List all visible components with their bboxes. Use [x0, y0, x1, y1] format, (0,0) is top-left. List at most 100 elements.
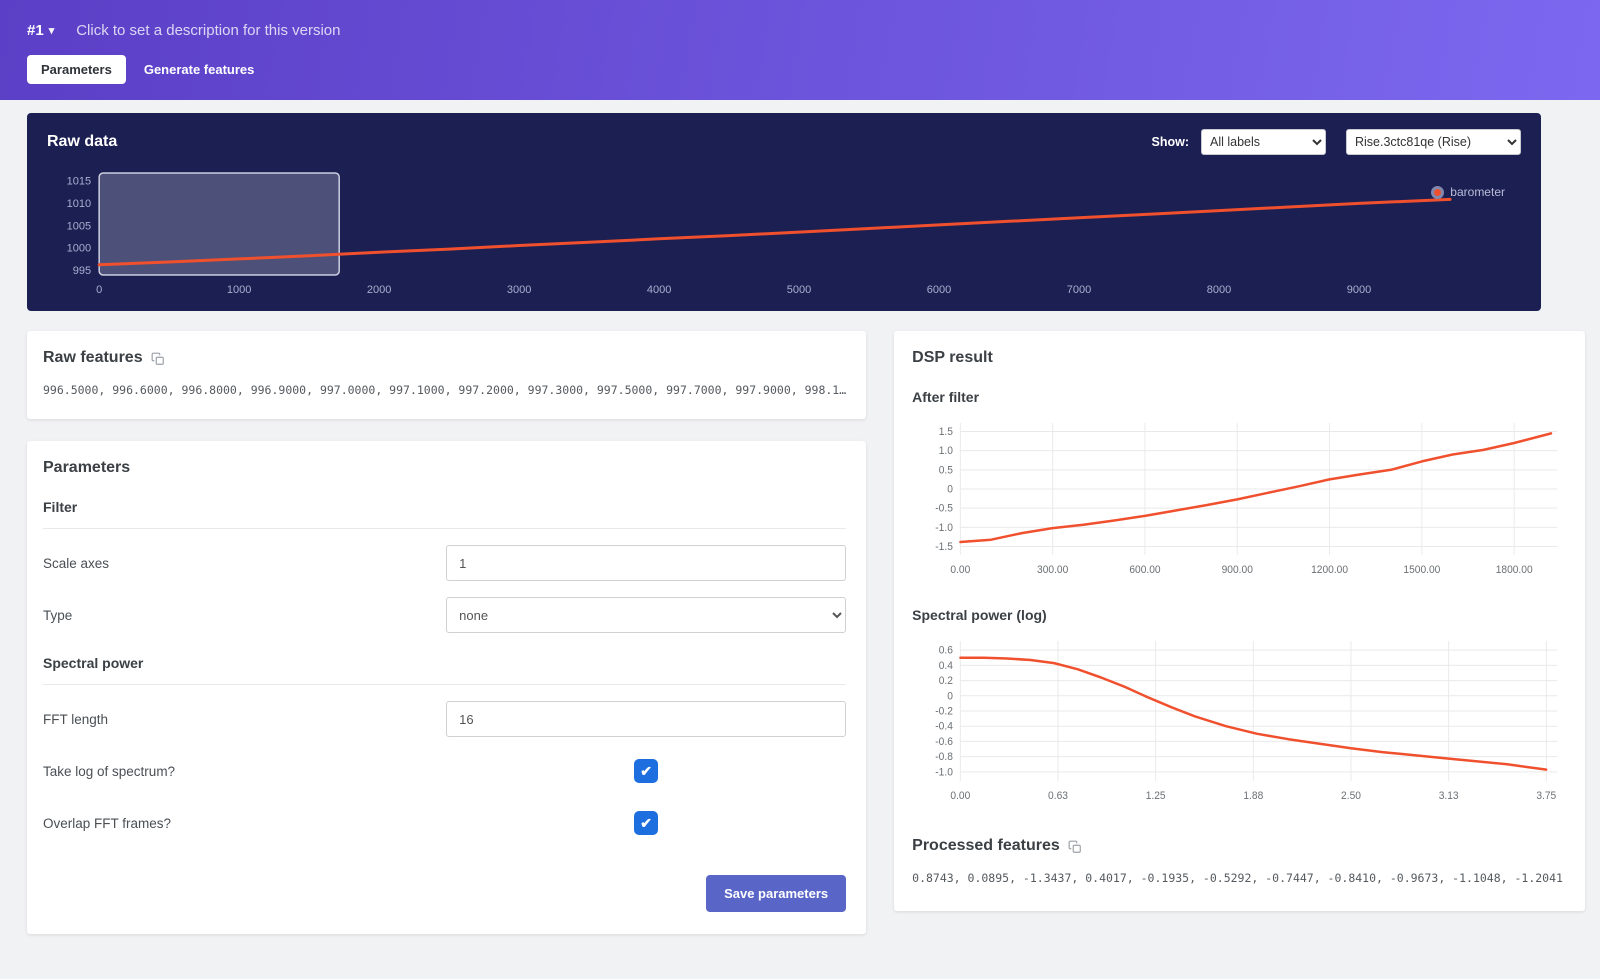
svg-text:1200.00: 1200.00 — [1311, 564, 1348, 576]
svg-text:0.00: 0.00 — [951, 564, 971, 576]
version-label: #1 — [27, 22, 44, 39]
svg-text:-0.8: -0.8 — [935, 751, 953, 763]
svg-text:3.13: 3.13 — [1439, 790, 1459, 802]
legend-label: barometer — [1450, 185, 1505, 199]
svg-text:1.25: 1.25 — [1146, 790, 1166, 802]
svg-text:0.5: 0.5 — [939, 464, 953, 476]
svg-text:300.00: 300.00 — [1037, 564, 1068, 576]
svg-text:0: 0 — [96, 284, 102, 296]
svg-text:1.88: 1.88 — [1244, 790, 1264, 802]
parameters-title: Parameters — [43, 459, 131, 476]
svg-text:900.00: 900.00 — [1222, 564, 1253, 576]
tab-generate-features[interactable]: Generate features — [143, 62, 255, 77]
fft-length-label: FFT length — [43, 711, 109, 727]
after-filter-heading: After filter — [912, 389, 980, 405]
filter-section-heading: Filter — [43, 499, 78, 515]
dsp-result-title: DSP result — [912, 349, 993, 366]
svg-text:1000: 1000 — [227, 284, 252, 296]
svg-text:-0.6: -0.6 — [935, 736, 953, 748]
svg-text:1.5: 1.5 — [939, 426, 953, 438]
svg-text:1005: 1005 — [67, 220, 92, 232]
svg-text:5000: 5000 — [787, 284, 812, 296]
header-tabs: Parameters Generate features — [27, 55, 1573, 84]
tab-parameters[interactable]: Parameters — [27, 55, 126, 84]
svg-text:1010: 1010 — [67, 198, 92, 210]
divider — [43, 684, 847, 685]
labels-filter-select[interactable]: All labels — [1201, 129, 1326, 155]
svg-text:-0.2: -0.2 — [935, 705, 953, 717]
overlap-fft-label: Overlap FFT frames? — [43, 815, 172, 831]
show-label: Show: — [1151, 135, 1190, 149]
version-selector[interactable]: #1 ▾ — [27, 22, 54, 39]
copy-icon[interactable] — [1068, 840, 1082, 854]
after-filter-chart: 0.00 300.00 600.00 900.00 1200.00 1500.00 1800… — [935, 423, 1558, 576]
top-header: #1 ▾ Click to set a description for this… — [0, 0, 1600, 100]
processed-features-values: 0.8743, 0.0895, -1.3437, 0.4017, -0.1935… — [912, 871, 1563, 885]
svg-text:6000: 6000 — [927, 284, 952, 296]
svg-text:2.50: 2.50 — [1341, 790, 1361, 802]
svg-text:0.2: 0.2 — [939, 675, 953, 687]
svg-text:-1.5: -1.5 — [935, 541, 953, 553]
svg-text:8000: 8000 — [1207, 284, 1232, 296]
svg-text:3.75: 3.75 — [1537, 790, 1557, 802]
scale-axes-input[interactable] — [446, 545, 847, 581]
overlap-fft-checkbox[interactable]: ✔ — [634, 811, 659, 835]
chevron-down-icon: ▾ — [48, 25, 55, 37]
series-dot-icon — [1431, 185, 1445, 199]
take-log-row: Take log of spectrum? ✔ — [43, 753, 846, 789]
save-parameters-button[interactable]: Save parameters — [706, 875, 847, 912]
svg-text:9000: 9000 — [1347, 284, 1372, 296]
svg-text:1000: 1000 — [67, 243, 92, 255]
take-log-label: Take log of spectrum? — [43, 763, 176, 779]
raw-data-panel: Raw data Show: All labels Rise.3ctc81qe … — [27, 113, 1541, 311]
raw-features-values: 996.5000, 996.6000, 996.8000, 996.9000, … — [43, 383, 847, 397]
take-log-checkbox[interactable]: ✔ — [634, 759, 659, 783]
svg-text:0: 0 — [947, 483, 953, 495]
copy-icon[interactable] — [151, 352, 165, 366]
check-icon: ✔ — [640, 815, 652, 831]
svg-text:0.4: 0.4 — [939, 660, 953, 672]
svg-text:-0.5: -0.5 — [935, 502, 953, 514]
raw-data-title: Raw data — [47, 133, 118, 150]
spectral-power-section-heading: Spectral power — [43, 655, 144, 671]
svg-text:3000: 3000 — [507, 284, 532, 296]
svg-text:600.00: 600.00 — [1129, 564, 1160, 576]
svg-text:-0.4: -0.4 — [935, 720, 953, 732]
svg-text:0.63: 0.63 — [1048, 790, 1068, 802]
check-icon: ✔ — [640, 763, 652, 779]
svg-text:1.0: 1.0 — [939, 445, 953, 457]
main-content: Raw data Show: All labels Rise.3ctc81qe … — [0, 100, 1600, 964]
spectral-power-chart: 0.00 0.63 1.25 1.88 2.50 3.13 3.75 0.6 0.4 0.2 0 -0… — [935, 641, 1558, 802]
parameters-card: Parameters Filter Scale axes Type none — [27, 441, 867, 934]
filter-type-select[interactable]: none — [446, 597, 847, 633]
svg-text:0.6: 0.6 — [939, 644, 953, 656]
type-row: Type none — [43, 597, 847, 633]
svg-text:1500.00: 1500.00 — [1404, 564, 1441, 576]
version-description[interactable]: Click to set a description for this vers… — [76, 22, 341, 39]
svg-text:4000: 4000 — [647, 284, 672, 296]
scale-axes-row: Scale axes — [43, 545, 847, 581]
svg-text:0: 0 — [947, 690, 953, 702]
spectral-power-heading: Spectral power (log) — [912, 607, 1047, 623]
type-label: Type — [43, 607, 73, 623]
processed-features-title: Processed features — [912, 837, 1060, 854]
scale-axes-label: Scale axes — [43, 555, 110, 571]
svg-text:1800.00: 1800.00 — [1496, 564, 1533, 576]
raw-features-card: Raw features 996.5000, 996.6000, 996.800… — [27, 331, 867, 419]
raw-features-title: Raw features — [43, 349, 143, 366]
fft-length-row: FFT length — [43, 701, 847, 737]
svg-text:-1.0: -1.0 — [935, 766, 953, 778]
raw-data-chart[interactable]: 0 1000 2000 3000 4000 5000 6000 7000 8000 9000 995… — [47, 165, 1521, 305]
dsp-result-card: DSP result After filter 0.00 300.00 600.00… — [894, 331, 1585, 911]
svg-text:1015: 1015 — [67, 176, 92, 188]
overlap-fft-row: Overlap FFT frames? ✔ — [43, 805, 846, 841]
fft-length-input[interactable] — [446, 701, 847, 737]
svg-text:7000: 7000 — [1067, 284, 1092, 296]
svg-text:-1.0: -1.0 — [935, 522, 953, 534]
svg-text:2000: 2000 — [367, 284, 392, 296]
sample-select[interactable]: Rise.3ctc81qe (Rise) — [1346, 129, 1521, 155]
divider — [43, 528, 847, 529]
svg-text:995: 995 — [73, 265, 91, 277]
legend-barometer[interactable]: barometer — [1431, 185, 1505, 199]
svg-text:0.00: 0.00 — [951, 790, 971, 802]
